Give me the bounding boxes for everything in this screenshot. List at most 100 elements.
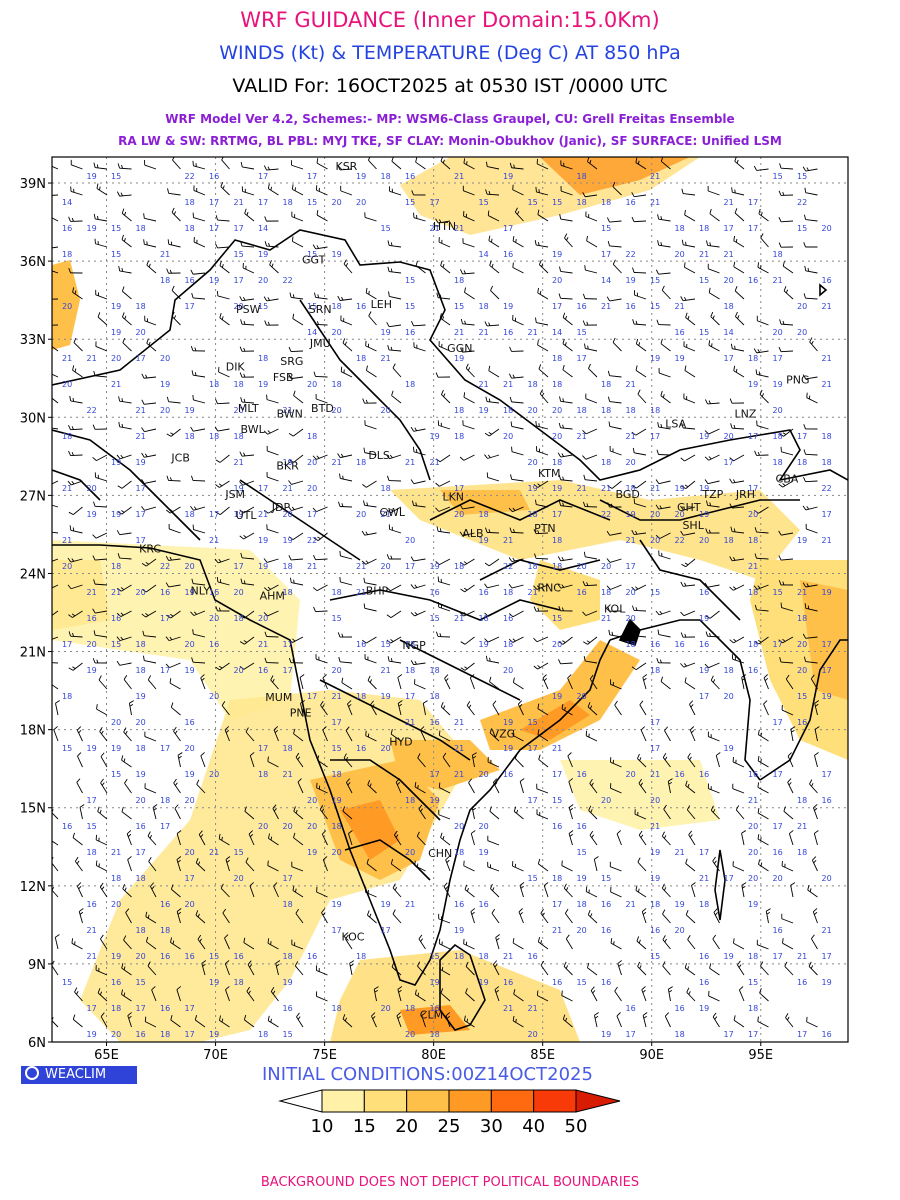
wind-barb xyxy=(340,315,353,326)
wind-barb xyxy=(263,165,279,171)
wind-barb xyxy=(729,478,745,484)
wind-barb xyxy=(365,365,377,378)
wind-barb xyxy=(778,217,794,223)
wind-barb xyxy=(705,610,720,619)
wind-barb xyxy=(460,269,475,275)
wind-barb xyxy=(508,506,524,513)
wind-barb xyxy=(487,210,500,222)
wind-barb xyxy=(191,578,206,586)
wind-barb xyxy=(386,554,402,560)
wind-barb xyxy=(313,606,328,612)
wind-barb xyxy=(67,557,83,563)
wind-barb xyxy=(778,480,794,488)
wind-barb xyxy=(760,233,769,248)
wind-barb xyxy=(612,337,622,352)
wind-barb xyxy=(484,583,500,589)
wind-barb xyxy=(706,500,720,508)
wind-barb xyxy=(707,263,720,274)
wind-barb xyxy=(340,185,353,196)
wind-barb xyxy=(655,269,671,275)
wind-barb xyxy=(633,498,647,508)
wind-barb xyxy=(440,260,451,274)
wind-barb xyxy=(367,157,377,170)
wind-barb xyxy=(216,576,230,586)
wind-barb xyxy=(96,183,108,196)
wind-barb xyxy=(143,213,157,222)
wind-barb xyxy=(72,365,83,378)
colorbar-label: 25 xyxy=(438,1116,461,1137)
wind-barb xyxy=(759,389,769,404)
wind-barb xyxy=(313,532,328,541)
wind-barb xyxy=(288,555,304,561)
wind-barb xyxy=(635,157,647,170)
wind-barb xyxy=(612,259,622,274)
wind-barb xyxy=(121,286,132,300)
wind-barb xyxy=(92,454,108,462)
wind-barb xyxy=(240,578,255,586)
wind-barb xyxy=(144,160,157,170)
wind-barb xyxy=(729,398,745,404)
wind-barb xyxy=(316,158,328,170)
wind-barb xyxy=(754,450,769,456)
wind-barb xyxy=(141,610,157,618)
wind-barb xyxy=(141,427,157,433)
wind-barb xyxy=(705,528,720,534)
wind-barb xyxy=(779,319,794,326)
wind-barb xyxy=(291,211,304,222)
wind-barb xyxy=(362,480,377,488)
wind-barb xyxy=(435,558,451,566)
wind-barb xyxy=(67,480,83,486)
wind-barb xyxy=(512,236,524,248)
wind-barb xyxy=(709,208,720,222)
wind-barb xyxy=(363,577,377,586)
wind-barb xyxy=(52,397,59,404)
wind-barb xyxy=(511,446,524,456)
wind-barb xyxy=(804,265,818,274)
wind-barb xyxy=(289,292,304,300)
wind-barb xyxy=(660,338,671,352)
chart-subtitle: WINDS (Kt) & TEMPERATURE (Deg C) AT 850 … xyxy=(219,42,681,64)
colorbar-label: 40 xyxy=(522,1116,545,1137)
wind-barb xyxy=(165,636,181,642)
wind-barb xyxy=(361,636,377,644)
wind-barb xyxy=(97,312,108,326)
wind-barb xyxy=(239,636,255,645)
wind-barb xyxy=(656,319,671,326)
model-info-line-1: WRF Model Ver 4.2, Schemes:- MP: WSM6-Cl… xyxy=(165,112,735,126)
wind-barb xyxy=(214,426,230,432)
wind-barb xyxy=(557,452,573,458)
colorbar-swatch xyxy=(321,1089,365,1113)
wind-barb xyxy=(312,506,328,513)
wind-barb xyxy=(68,506,83,516)
wind-barb xyxy=(606,296,622,302)
wind-barb xyxy=(708,287,720,300)
wind-barb xyxy=(95,289,108,300)
wind-barb xyxy=(754,506,769,514)
wind-barb xyxy=(460,558,475,566)
wind-barb xyxy=(779,163,794,170)
wind-barb xyxy=(534,240,549,248)
wind-barb xyxy=(267,183,279,196)
wind-barb xyxy=(729,584,745,591)
wind-barb xyxy=(386,475,402,482)
wind-barb xyxy=(778,530,794,536)
wind-barb xyxy=(221,157,230,170)
wind-barb xyxy=(438,341,451,352)
wind-barb xyxy=(633,290,647,300)
colorbar-label: 15 xyxy=(353,1116,376,1137)
wind-barb xyxy=(215,398,230,405)
wind-barb xyxy=(413,446,426,456)
wind-barb xyxy=(436,526,451,534)
wind-barb xyxy=(683,393,696,404)
wind-barb xyxy=(68,268,83,274)
wind-barb xyxy=(559,266,573,274)
wind-barb xyxy=(93,213,108,222)
wind-barb xyxy=(93,501,108,508)
wind-barb xyxy=(685,312,696,326)
wind-barb xyxy=(684,262,696,274)
wind-barb xyxy=(412,500,426,508)
wind-barb xyxy=(582,610,598,616)
wind-barb xyxy=(508,373,524,379)
wind-barb xyxy=(730,526,745,534)
